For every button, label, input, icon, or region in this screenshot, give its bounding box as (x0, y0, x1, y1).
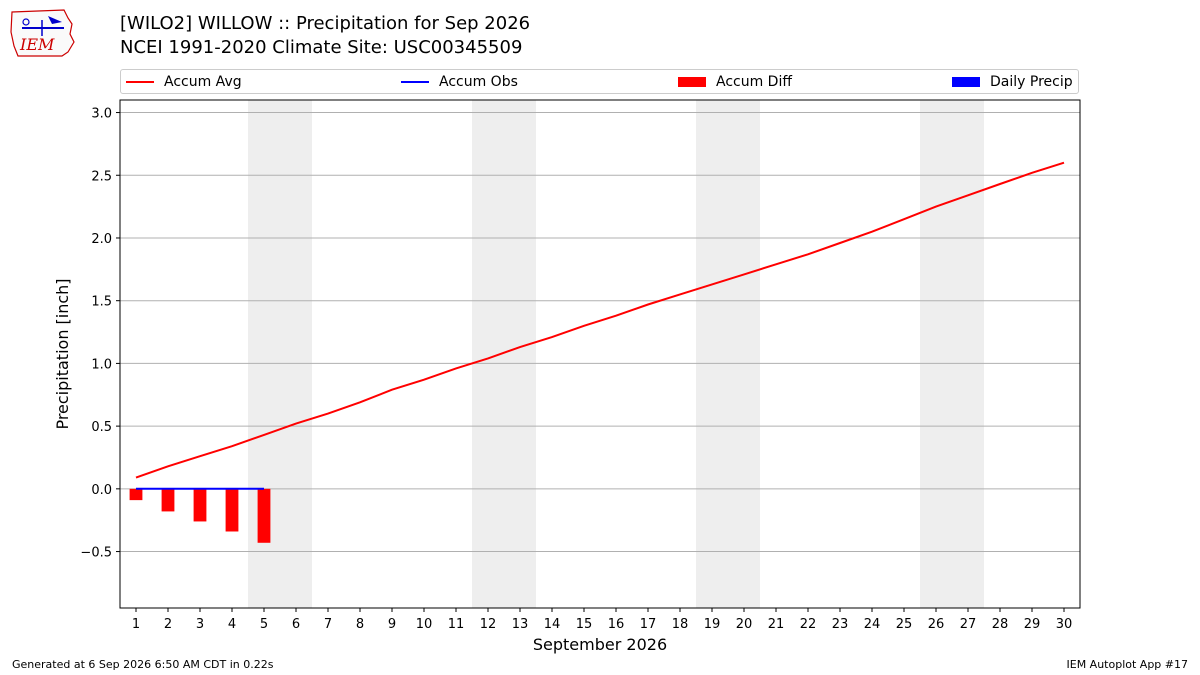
y-tick-label: 3.0 (91, 107, 112, 122)
x-tick-label: 5 (260, 617, 268, 632)
x-tick-label: 18 (672, 617, 689, 632)
x-tick-label: 13 (512, 617, 529, 632)
bar-accum-diff (161, 488, 175, 512)
y-tick-label: 2.5 (91, 169, 112, 184)
x-tick-label: 20 (736, 617, 753, 632)
x-tick-label: 2 (164, 617, 172, 632)
footer-generated: Generated at 6 Sep 2026 6:50 AM CDT in 0… (12, 658, 274, 671)
legend-item-accum-avg: Accum Avg (126, 70, 242, 93)
legend-swatch (401, 80, 429, 83)
legend: Accum Avg Accum Obs Accum Diff Daily Pre… (120, 69, 1079, 94)
footer-app: IEM Autoplot App #17 (1066, 658, 1189, 671)
x-tick-label: 14 (544, 617, 561, 632)
legend-item-accum-obs: Accum Obs (401, 70, 518, 93)
bar-accum-diff (225, 488, 239, 532)
legend-label: Accum Diff (716, 73, 793, 90)
x-tick-label: 27 (960, 617, 977, 632)
iem-logo: IEM (8, 6, 80, 58)
svg-text:IEM: IEM (19, 35, 55, 54)
y-axis-label: Precipitation [inch] (53, 278, 72, 429)
line-accum-avg (135, 161, 1065, 479)
bar-accum-diff (129, 488, 143, 501)
x-tick-label: 9 (388, 617, 396, 632)
x-tick-label: 21 (768, 617, 785, 632)
weekend-shade (472, 100, 536, 608)
x-tick-label: 22 (800, 617, 817, 632)
weekend-shade (696, 100, 760, 608)
x-tick-label: 16 (608, 617, 625, 632)
y-tick-label: 1.5 (91, 295, 112, 310)
x-tick-label: 6 (292, 617, 300, 632)
y-tick-label: −0.5 (80, 546, 112, 561)
legend-swatch (126, 80, 154, 83)
y-tick-label: 1.0 (91, 357, 112, 372)
x-tick-label: 1 (132, 617, 140, 632)
y-tick-label: 2.0 (91, 232, 112, 247)
x-tick-label: 15 (576, 617, 593, 632)
x-tick-label: 10 (416, 617, 433, 632)
title-line-2: NCEI 1991-2020 Climate Site: USC00345509 (120, 37, 523, 58)
x-tick-label: 12 (480, 617, 497, 632)
title-line-1: [WILO2] WILLOW :: Precipitation for Sep … (120, 13, 531, 34)
x-tick-label: 25 (896, 617, 913, 632)
legend-item-accum-diff: Accum Diff (678, 70, 792, 93)
y-tick-label: 0.5 (91, 420, 112, 435)
legend-item-daily-precip: Daily Precip (952, 70, 1073, 93)
legend-label: Accum Obs (439, 73, 518, 90)
x-tick-label: 30 (1056, 617, 1073, 632)
x-axis-label: September 2026 (533, 635, 667, 654)
legend-label: Daily Precip (990, 73, 1073, 90)
x-tick-label: 7 (324, 617, 332, 632)
bar-accum-diff (193, 488, 207, 522)
x-tick-label: 17 (640, 617, 657, 632)
y-tick-label: 0.0 (91, 483, 112, 498)
x-tick-label: 4 (228, 617, 236, 632)
x-tick-label: 3 (196, 617, 204, 632)
x-tick-label: 28 (992, 617, 1009, 632)
weekend-shade (920, 100, 984, 608)
x-tick-label: 24 (864, 617, 881, 632)
chart-title: [WILO2] WILLOW :: Precipitation for Sep … (120, 12, 530, 60)
bar-accum-diff (257, 488, 271, 543)
x-tick-label: 29 (1024, 617, 1041, 632)
x-tick-label: 26 (928, 617, 945, 632)
x-tick-label: 19 (704, 617, 721, 632)
legend-label: Accum Avg (164, 73, 242, 90)
plot-frame (119, 99, 1081, 609)
x-tick-label: 23 (832, 617, 849, 632)
legend-swatch (678, 76, 706, 87)
x-tick-label: 8 (356, 617, 364, 632)
legend-swatch (952, 76, 980, 87)
x-tick-label: 11 (448, 617, 465, 632)
